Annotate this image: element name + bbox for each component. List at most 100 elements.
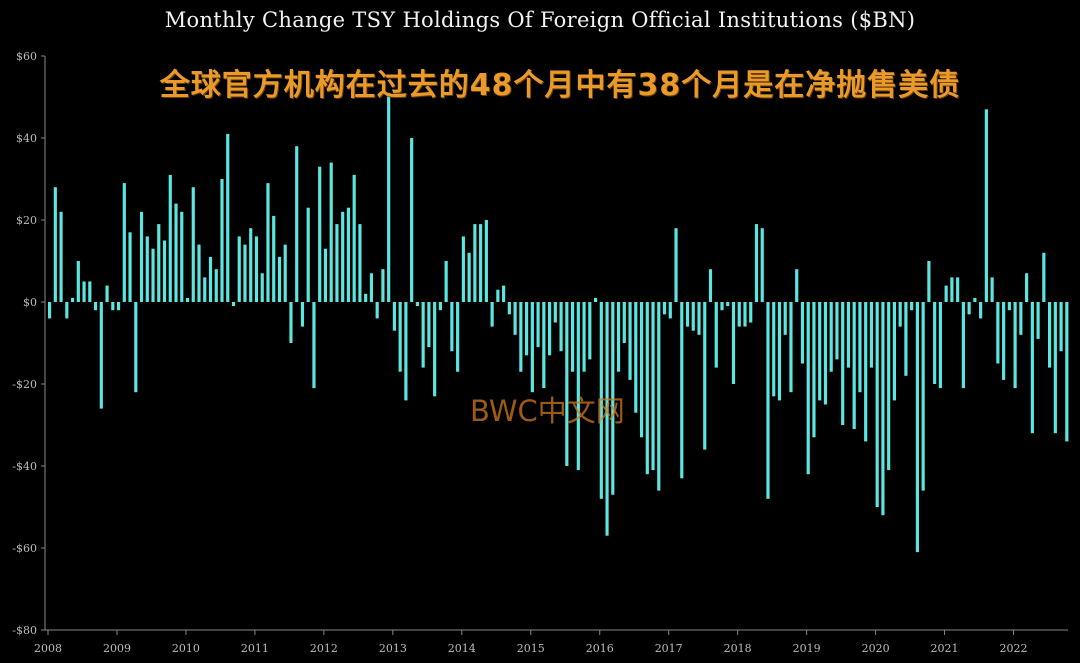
y-tick-label: -$80 bbox=[12, 624, 37, 637]
bar bbox=[622, 302, 626, 343]
bar bbox=[312, 302, 316, 389]
bar bbox=[852, 302, 856, 430]
bar bbox=[726, 302, 730, 307]
x-tick-label: 2017 bbox=[655, 642, 683, 655]
bar bbox=[898, 302, 902, 327]
bar bbox=[398, 302, 402, 372]
bar bbox=[616, 302, 621, 372]
bar bbox=[657, 302, 661, 491]
bar bbox=[433, 302, 437, 397]
bar bbox=[134, 302, 138, 393]
bar bbox=[277, 256, 282, 302]
x-tick-label: 2011 bbox=[241, 642, 269, 655]
bar bbox=[950, 277, 954, 302]
bar bbox=[973, 297, 977, 302]
bar bbox=[295, 146, 299, 302]
y-tick-label: $40 bbox=[16, 132, 37, 145]
bar bbox=[197, 244, 201, 302]
bar bbox=[800, 302, 805, 364]
x-tick-label: 2009 bbox=[103, 642, 131, 655]
bar bbox=[266, 183, 270, 302]
bar bbox=[318, 166, 322, 302]
bar bbox=[783, 302, 787, 335]
bar bbox=[404, 302, 408, 401]
bar bbox=[157, 224, 161, 302]
bar bbox=[910, 302, 914, 311]
bar bbox=[835, 302, 839, 360]
bar bbox=[473, 224, 477, 302]
bar bbox=[99, 302, 103, 409]
y-tick-label: -$20 bbox=[12, 378, 37, 391]
bar bbox=[116, 302, 121, 311]
x-tick-label: 2016 bbox=[586, 642, 614, 655]
bar bbox=[479, 224, 483, 302]
bar bbox=[231, 302, 236, 307]
bar bbox=[915, 302, 919, 553]
bar bbox=[703, 302, 707, 450]
bar bbox=[864, 302, 868, 442]
x-tick-label: 2012 bbox=[310, 642, 338, 655]
bar bbox=[789, 302, 793, 393]
bar bbox=[749, 302, 753, 323]
bar bbox=[185, 297, 190, 302]
bar bbox=[892, 302, 896, 401]
bar bbox=[467, 252, 471, 302]
bar bbox=[685, 302, 690, 327]
bar bbox=[754, 224, 759, 302]
bar bbox=[691, 302, 695, 331]
bar bbox=[410, 138, 414, 302]
bar bbox=[1065, 302, 1069, 442]
bar bbox=[904, 302, 908, 376]
bar bbox=[806, 302, 810, 475]
bar bbox=[415, 302, 419, 307]
bar bbox=[674, 228, 678, 302]
bar bbox=[565, 302, 569, 466]
bar bbox=[237, 236, 241, 302]
x-tick-label: 2018 bbox=[724, 642, 752, 655]
bar bbox=[841, 302, 845, 425]
bar bbox=[1007, 302, 1011, 311]
bar bbox=[875, 302, 879, 507]
bar bbox=[979, 302, 983, 319]
bar bbox=[438, 302, 442, 311]
bar bbox=[88, 281, 92, 302]
bar bbox=[59, 211, 63, 302]
bar bbox=[168, 174, 172, 302]
bar bbox=[151, 248, 155, 302]
bar bbox=[93, 302, 98, 311]
bar bbox=[662, 302, 667, 315]
bar bbox=[961, 302, 965, 389]
y-tick-label: $60 bbox=[16, 50, 37, 63]
x-tick-label: 2013 bbox=[379, 642, 407, 655]
bar bbox=[1053, 302, 1057, 434]
bar bbox=[737, 302, 741, 327]
bar bbox=[174, 203, 178, 302]
bar bbox=[208, 256, 213, 302]
bar bbox=[490, 302, 494, 327]
x-tick-label: 2010 bbox=[172, 642, 200, 655]
bar bbox=[53, 187, 57, 302]
bar bbox=[461, 236, 465, 302]
bar bbox=[358, 224, 362, 302]
bar bbox=[611, 302, 615, 495]
bar bbox=[70, 297, 75, 302]
bar bbox=[570, 302, 575, 372]
bar bbox=[668, 302, 672, 319]
bar bbox=[335, 224, 339, 302]
bar bbox=[496, 289, 500, 302]
x-tick-label: 2015 bbox=[517, 642, 545, 655]
bar bbox=[329, 162, 333, 302]
bar bbox=[283, 244, 287, 302]
bar bbox=[651, 302, 655, 471]
bar bbox=[605, 302, 609, 536]
bar bbox=[369, 273, 374, 302]
bar bbox=[450, 302, 454, 352]
y-tick-label: -$60 bbox=[12, 542, 37, 555]
bar bbox=[881, 302, 885, 516]
bar bbox=[858, 302, 862, 393]
bar bbox=[387, 92, 391, 303]
bar bbox=[760, 228, 764, 302]
bar bbox=[582, 302, 586, 372]
bar bbox=[1042, 252, 1046, 302]
